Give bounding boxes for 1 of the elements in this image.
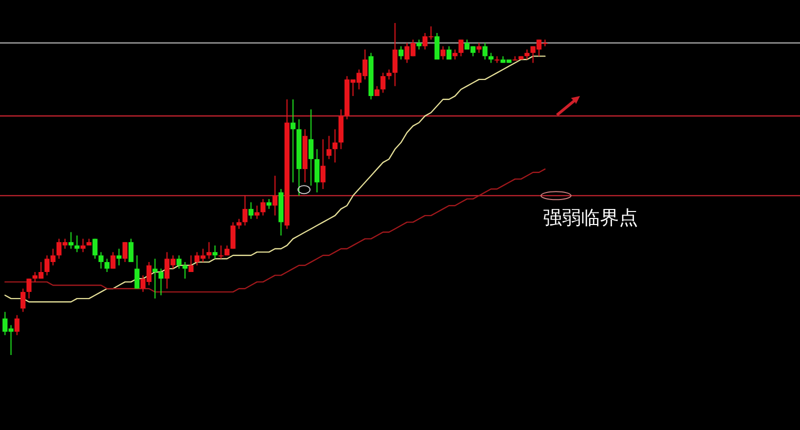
annotation: 强弱临界点 xyxy=(543,207,638,229)
